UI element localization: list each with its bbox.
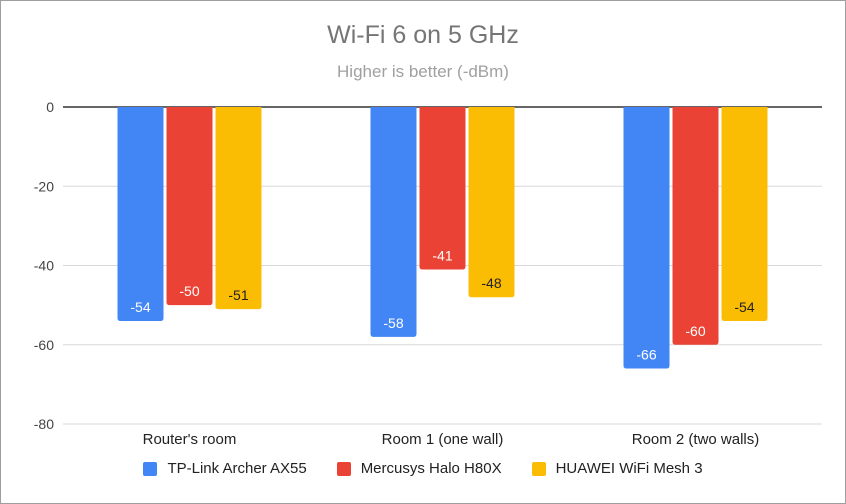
bar <box>721 107 768 321</box>
data-label: -60 <box>685 323 705 339</box>
y-tick-label: -80 <box>34 416 54 432</box>
x-category-label: Room 1 (one wall) <box>382 431 504 448</box>
chart-title: Wi-Fi 6 on 5 GHz <box>327 21 519 49</box>
bar <box>370 107 417 337</box>
legend-label-tp-link: TP-Link Archer AX55 <box>167 460 307 477</box>
data-label: -48 <box>481 275 501 291</box>
bar <box>166 107 213 306</box>
bar <box>672 107 719 345</box>
legend-item-tp-link[interactable]: TP-Link Archer AX55 <box>143 460 307 477</box>
bar <box>419 107 466 270</box>
legend-swatch-tp-link <box>143 461 158 476</box>
data-label: -66 <box>636 347 656 363</box>
bar <box>117 107 164 321</box>
bar <box>215 107 262 310</box>
chart-legend: TP-Link Archer AX55 Mercusys Halo H80X H… <box>1 460 845 477</box>
x-category-label: Room 2 (two walls) <box>632 431 760 448</box>
y-tick-label: -20 <box>34 178 54 194</box>
data-label: -50 <box>179 283 199 299</box>
legend-swatch-mercusys <box>336 461 351 476</box>
y-tick-label: 0 <box>46 99 54 115</box>
data-label: -41 <box>432 247 452 263</box>
bar <box>623 107 670 369</box>
legend-item-huawei[interactable]: HUAWEI WiFi Mesh 3 <box>531 460 703 477</box>
data-label: -54 <box>130 299 150 315</box>
x-category-label: Router's room <box>143 431 237 448</box>
legend-item-mercusys[interactable]: Mercusys Halo H80X <box>336 460 502 477</box>
chart-subtitle: Higher is better (-dBm) <box>337 62 509 81</box>
legend-label-huawei: HUAWEI WiFi Mesh 3 <box>555 460 703 477</box>
data-label: -54 <box>734 299 754 315</box>
legend-label-mercusys: Mercusys Halo H80X <box>360 460 502 477</box>
data-label: -51 <box>228 287 248 303</box>
data-label: -58 <box>383 315 403 331</box>
legend-swatch-huawei <box>531 461 546 476</box>
y-tick-label: -60 <box>34 337 54 353</box>
y-tick-label: -40 <box>34 258 54 274</box>
bar <box>468 107 515 298</box>
